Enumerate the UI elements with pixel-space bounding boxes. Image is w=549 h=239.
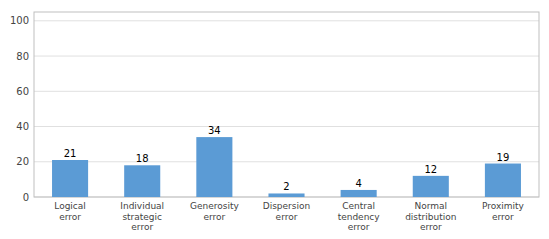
x-tick-label: Normaldistributionerror [405,201,456,232]
data-label: 12 [424,164,437,175]
data-label: 18 [136,153,149,164]
y-tick-label: 100 [10,15,29,26]
bar [124,165,160,197]
bars [52,137,521,197]
y-tick-label: 60 [16,86,29,97]
y-tick-label: 0 [23,192,29,203]
grid-line [34,91,539,92]
plot-frame [34,12,539,197]
data-label: 19 [497,152,510,163]
y-tick-label: 80 [16,51,29,62]
x-tick-label: Logicalerror [54,201,86,222]
x-tick-label: Individualstrategicerror [120,201,164,232]
x-tick-label: Dispersionerror [263,201,310,222]
grid-line [34,56,539,57]
bar [485,164,521,197]
y-tick-label: 40 [16,121,29,132]
grid-line [34,161,539,162]
bar [341,190,377,197]
grid-line [34,20,539,21]
data-label: 2 [283,181,289,192]
x-tick-label: Proximityerror [482,201,525,222]
x-tick-label: Generosityerror [190,201,239,222]
data-label: 34 [208,125,221,136]
bar [196,137,232,197]
data-label: 4 [355,178,361,189]
grid-line [34,126,539,127]
bar [268,193,304,197]
y-tick-label: 20 [16,156,29,167]
chart: 0 20 40 60 80 100 21 18 34 2 4 12 19 Logicalerror Indi… [0,0,549,239]
bar [413,176,449,197]
bar [52,160,88,197]
data-label: 21 [64,148,77,159]
x-tick-label: Centraltendencyerror [338,201,381,232]
